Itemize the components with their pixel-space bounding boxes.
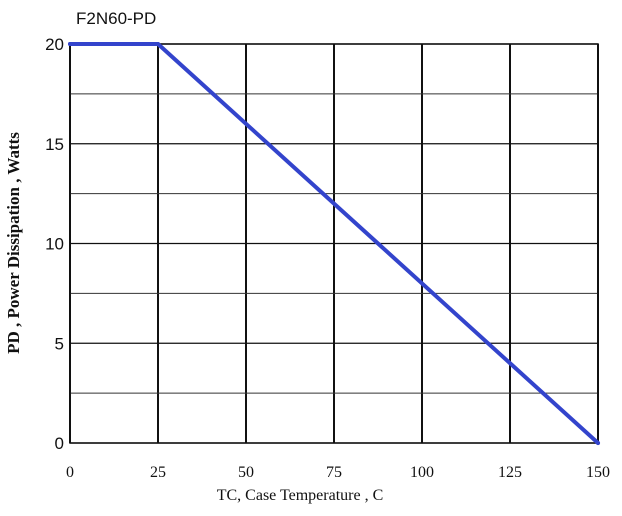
x-tick-label: 150	[586, 464, 610, 481]
data-point	[68, 42, 72, 46]
y-tick-label: 10	[45, 235, 64, 254]
data-point	[156, 42, 160, 46]
x-tick-label: 125	[498, 464, 522, 481]
x-tick-label: 100	[410, 464, 434, 481]
y-tick-label: 20	[45, 35, 64, 54]
minor-grid	[70, 93, 598, 394]
x-tick-labels: 0 25 50 75 100 125 150	[66, 464, 610, 481]
x-tick-label: 25	[150, 464, 166, 481]
chart-title: F2N60-PD	[76, 9, 156, 28]
y-tick-label: 5	[55, 334, 64, 353]
plot-frame	[69, 43, 599, 444]
grid	[69, 43, 599, 444]
y-axis-label: PD , Power Dissipation , Watts	[4, 132, 23, 354]
y-tick-labels: 0 5 10 15 20	[45, 35, 64, 453]
x-tick-label: 0	[66, 464, 74, 481]
series-layer	[68, 42, 600, 445]
x-tick-label: 50	[238, 464, 254, 481]
y-tick-label: 0	[55, 434, 64, 453]
y-tick-label: 15	[45, 135, 64, 154]
data-point	[596, 441, 600, 445]
x-tick-label: 75	[326, 464, 342, 481]
x-axis-label: TC, Case Temperature , C	[217, 487, 384, 504]
